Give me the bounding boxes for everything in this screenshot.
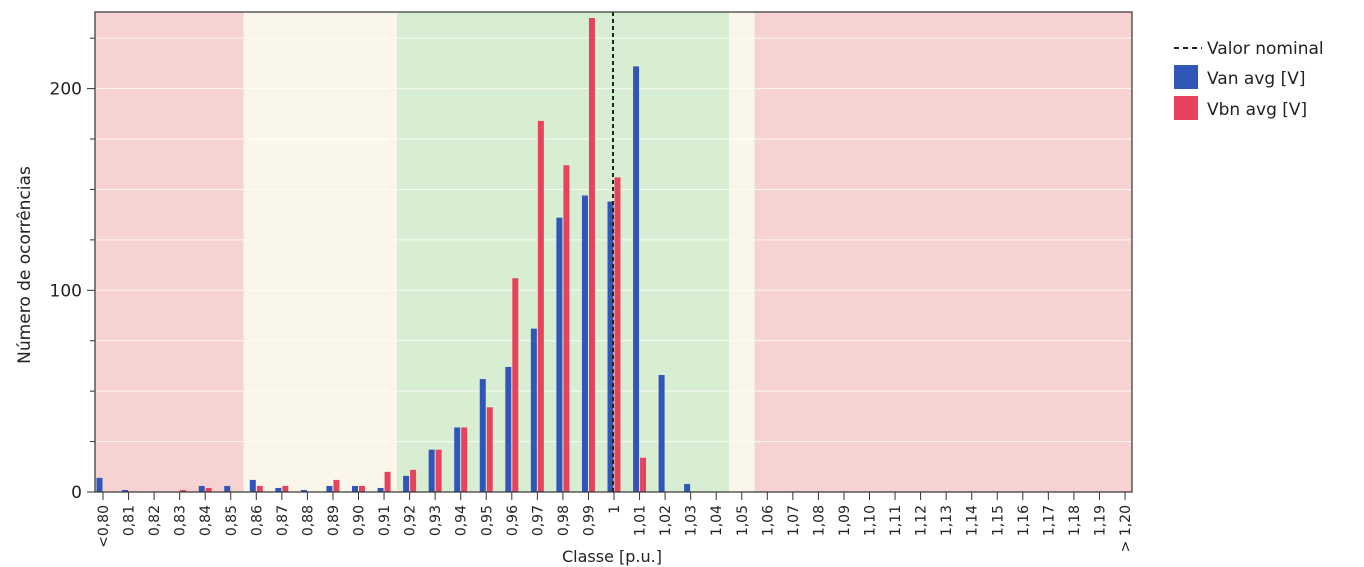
x-tick-label: 1,18 bbox=[1067, 505, 1083, 536]
bar-van bbox=[326, 485, 333, 492]
bar-van bbox=[198, 485, 205, 492]
legend-vbn-swatch bbox=[1174, 96, 1198, 120]
bar-vbn bbox=[180, 489, 187, 492]
x-tick-label: 1,13 bbox=[939, 505, 955, 536]
bar-van bbox=[300, 489, 307, 492]
legend: Valor nominal Van avg [V] Vbn avg [V] bbox=[1174, 39, 1324, 120]
x-tick-label: 1,04 bbox=[709, 505, 725, 536]
legend-van-swatch bbox=[1174, 65, 1198, 89]
x-tick-label: <0,80 bbox=[96, 505, 112, 548]
bar-van bbox=[607, 201, 614, 492]
x-tick-label: 1 bbox=[607, 505, 623, 514]
bar-van bbox=[454, 427, 461, 492]
x-tick-label: 1,11 bbox=[888, 505, 904, 536]
bar-vbn bbox=[486, 407, 493, 492]
bar-van bbox=[633, 66, 640, 492]
x-tick-label: 1,01 bbox=[633, 505, 649, 536]
bar-vbn bbox=[512, 278, 519, 492]
x-tick-label: 0,81 bbox=[122, 505, 138, 536]
background-band bbox=[243, 12, 397, 492]
x-tick-label: 1,09 bbox=[837, 505, 853, 536]
bar-vbn bbox=[588, 18, 595, 492]
bar-van bbox=[428, 449, 435, 492]
legend-nominal-label: Valor nominal bbox=[1207, 39, 1324, 59]
x-tick-label: 0,89 bbox=[326, 505, 342, 536]
x-tick-label: 1,14 bbox=[965, 505, 981, 536]
y-tick-label: 200 bbox=[50, 80, 82, 100]
x-tick-label: 0,84 bbox=[198, 505, 214, 536]
y-tick-label: 0 bbox=[71, 483, 82, 503]
x-tick-label: 1,10 bbox=[863, 505, 879, 536]
bar-van bbox=[684, 483, 691, 492]
x-tick-label: 0,95 bbox=[479, 505, 495, 536]
background-band bbox=[95, 12, 244, 492]
background-band bbox=[396, 12, 729, 492]
x-tick-label: 1,08 bbox=[811, 505, 827, 536]
bar-vbn bbox=[282, 485, 289, 492]
x-tick-label: 1,15 bbox=[990, 505, 1006, 536]
y-axis-label: Número de ocorrências bbox=[15, 166, 35, 364]
bar-van bbox=[96, 477, 103, 492]
bar-vbn bbox=[333, 479, 340, 492]
x-tick-label: 1,17 bbox=[1041, 505, 1057, 536]
bar-vbn bbox=[435, 449, 442, 492]
y-tick-label: 100 bbox=[50, 281, 82, 301]
legend-van-label: Van avg [V] bbox=[1207, 69, 1305, 89]
background-band bbox=[728, 12, 755, 492]
x-tick-label: 1,03 bbox=[684, 505, 700, 536]
x-tick-label: 0,99 bbox=[581, 505, 597, 536]
x-tick-label: 1,07 bbox=[786, 505, 802, 536]
x-tick-label: 0,97 bbox=[530, 505, 546, 536]
bar-van bbox=[658, 375, 665, 492]
bar-van bbox=[530, 328, 537, 492]
bar-van bbox=[352, 485, 358, 492]
bar-van bbox=[249, 479, 256, 492]
bar-van bbox=[581, 195, 588, 493]
x-tick-label: 0,88 bbox=[300, 505, 316, 536]
x-tick-label: 0,90 bbox=[352, 505, 368, 536]
x-tick-label: 0,96 bbox=[505, 505, 521, 536]
bar-van bbox=[377, 487, 384, 492]
x-tick-label: 1,16 bbox=[1016, 505, 1032, 536]
x-tick-label: 0,91 bbox=[377, 505, 393, 536]
x-tick-label: 0,83 bbox=[173, 505, 189, 536]
bar-van bbox=[403, 475, 410, 492]
x-tick-label: 1,19 bbox=[1092, 505, 1108, 536]
x-tick-label: 0,82 bbox=[147, 505, 163, 536]
bar-vbn bbox=[461, 427, 468, 492]
x-tick-label: > 1,20 bbox=[1118, 505, 1134, 552]
bar-vbn bbox=[410, 469, 417, 492]
x-tick-label: 1,02 bbox=[658, 505, 674, 536]
x-axis-label: Classe [p.u.] bbox=[562, 547, 662, 566]
x-tick-label: 0,86 bbox=[249, 505, 265, 536]
bar-van bbox=[505, 366, 512, 492]
bar-vbn bbox=[640, 457, 647, 492]
bar-vbn bbox=[359, 485, 365, 492]
bar-van bbox=[479, 379, 486, 492]
x-tick-label: 0,94 bbox=[454, 505, 470, 536]
x-tick-label: 0,87 bbox=[275, 505, 291, 536]
bar-vbn bbox=[384, 471, 391, 492]
bar-vbn bbox=[205, 487, 212, 492]
x-tick-label: 1,12 bbox=[914, 505, 930, 536]
background-band bbox=[754, 12, 1132, 492]
x-tick-label: 0,92 bbox=[403, 505, 419, 536]
x-tick-label: 1,05 bbox=[735, 505, 751, 536]
bar-vbn bbox=[537, 120, 544, 492]
bar-van bbox=[556, 217, 563, 492]
bar-van bbox=[122, 489, 129, 492]
x-tick-label: 0,85 bbox=[224, 505, 240, 536]
bar-van bbox=[275, 487, 282, 492]
legend-vbn-label: Vbn avg [V] bbox=[1207, 100, 1307, 120]
bar-vbn bbox=[563, 165, 570, 492]
bar-vbn bbox=[256, 485, 263, 492]
bar-vbn bbox=[614, 177, 621, 493]
x-tick-label: 1,06 bbox=[760, 505, 776, 536]
x-tick-label: 0,98 bbox=[556, 505, 572, 536]
x-tick-label: 0,93 bbox=[428, 505, 444, 536]
bar-van bbox=[224, 485, 231, 492]
